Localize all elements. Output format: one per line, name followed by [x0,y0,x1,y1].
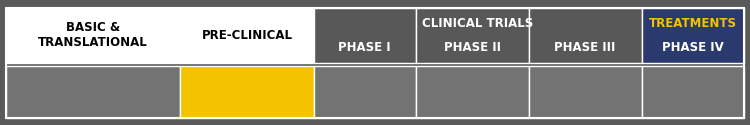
Bar [641,66,744,118]
Bar [641,8,744,62]
Text: PHASE I: PHASE I [338,41,391,54]
Bar [529,8,641,62]
Text: PHASE III: PHASE III [554,41,616,54]
Bar [314,66,416,118]
Bar [6,66,180,118]
Bar [6,8,744,118]
Bar [314,8,416,62]
Bar [416,66,529,118]
Text: BASIC &
TRANSLATIONAL: BASIC & TRANSLATIONAL [38,21,148,49]
Bar [6,8,180,62]
Text: PHASE II: PHASE II [444,41,501,54]
Bar [180,66,314,118]
Bar [416,8,529,62]
Bar [529,66,641,118]
Text: TREATMENTS: TREATMENTS [649,17,736,30]
Text: PRE-CLINICAL: PRE-CLINICAL [202,29,292,42]
Text: PHASE IV: PHASE IV [662,41,724,54]
Bar [180,8,314,62]
Text: CLINICAL TRIALS: CLINICAL TRIALS [422,17,533,30]
